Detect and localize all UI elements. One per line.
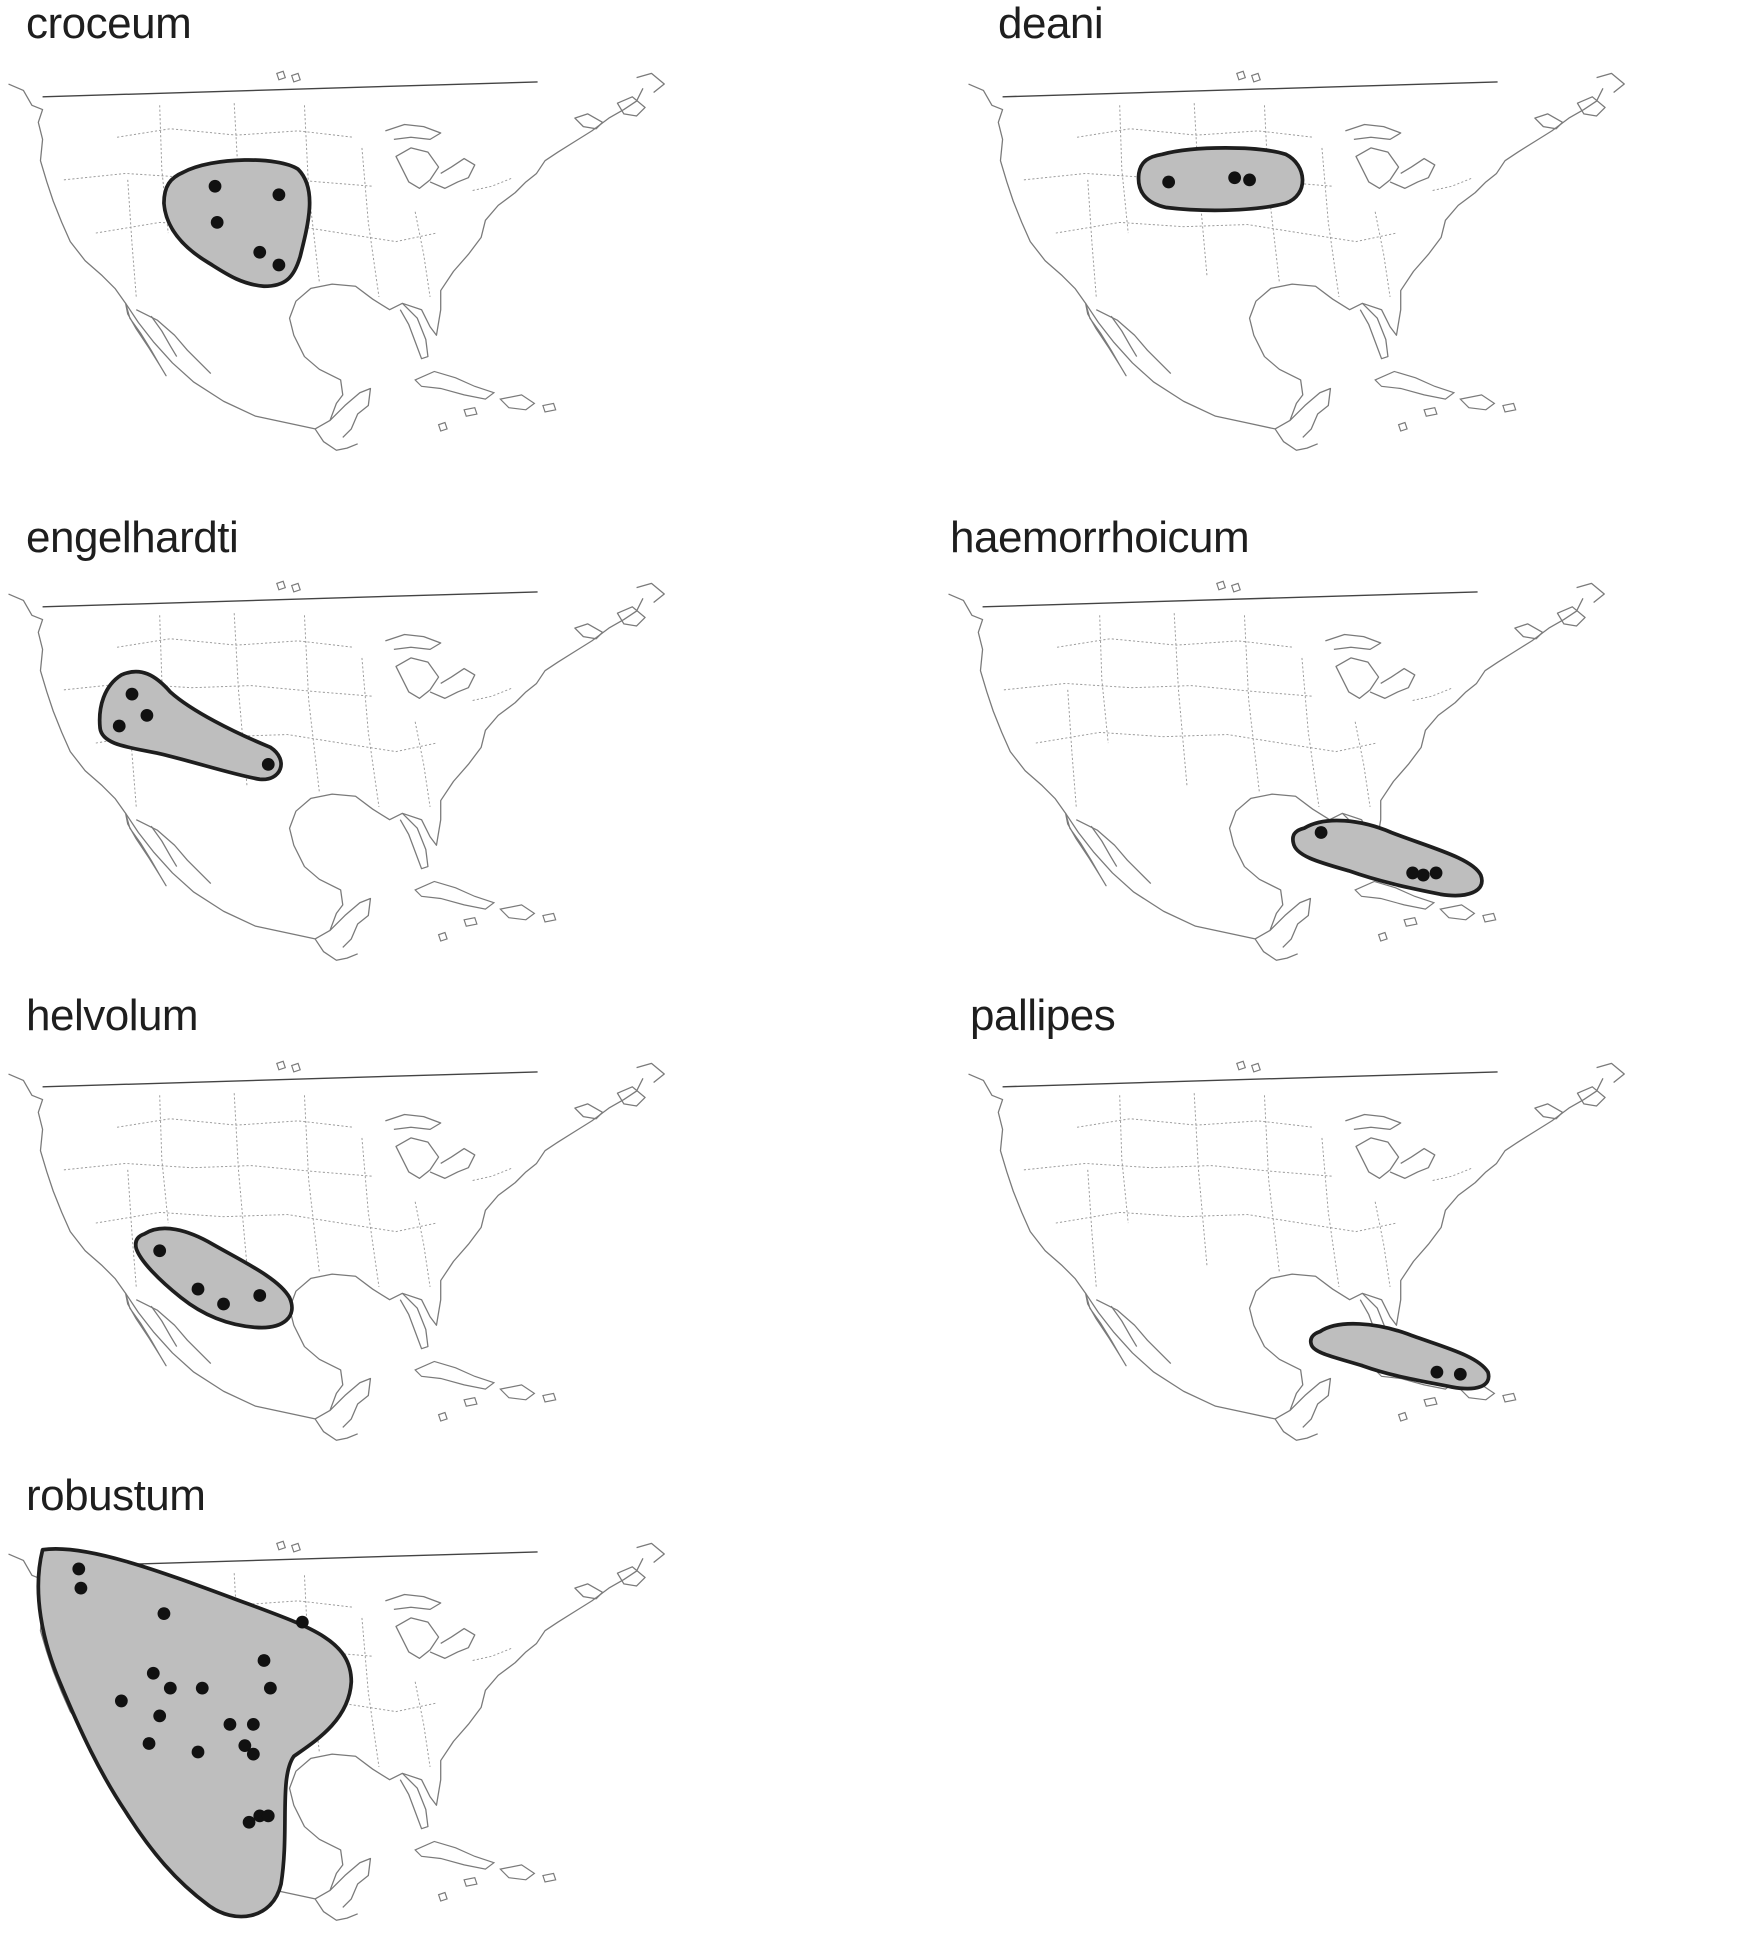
occurrence-point (157, 1607, 171, 1621)
occurrence-point (142, 1737, 156, 1750)
occurrence-point (125, 687, 139, 701)
occurrence-point (272, 188, 286, 202)
occurrence-point (1430, 1365, 1444, 1379)
panel-title-haemorrhoicum: haemorrhoicum (950, 513, 1250, 562)
occurrence-point (1228, 171, 1242, 185)
occurrence-point (261, 1809, 275, 1823)
occurrence-point (242, 1815, 256, 1829)
map-panel-engelhardti: engelhardti (0, 510, 700, 990)
occurrence-point (264, 1681, 277, 1695)
occurrence-point (1453, 1367, 1467, 1381)
occurrence-point (163, 1681, 177, 1695)
occurrence-point (208, 179, 222, 193)
occurrence-point (140, 709, 154, 722)
occurrence-point (191, 1745, 205, 1759)
occurrence-point (217, 1297, 230, 1311)
basemap (7, 1060, 665, 1441)
map-panel-helvolum: helvolum (0, 990, 700, 1470)
occurrence-point (1406, 866, 1420, 880)
occurrence-point (1416, 868, 1430, 882)
map-panel-robustum: robustum (0, 1470, 700, 1946)
range-polygon (162, 158, 312, 289)
range-polygon (97, 669, 283, 782)
occurrence-point (295, 1615, 309, 1629)
map-panel-pallipes: pallipes (960, 990, 1660, 1470)
map-robustum (7, 1540, 665, 1921)
range-polygon (133, 1226, 294, 1330)
occurrence-point (246, 1747, 260, 1761)
occurrence-point (195, 1681, 209, 1695)
panel-title-croceum: croceum (26, 0, 192, 48)
occurrence-point (238, 1739, 252, 1753)
basemap (7, 70, 665, 451)
panel-title-engelhardti: engelhardti (26, 513, 239, 562)
occurrence-point (1314, 826, 1328, 839)
occurrence-point (114, 1694, 128, 1708)
occurrence-point (261, 757, 275, 771)
occurrence-point (153, 1244, 167, 1258)
map-engelhardti (7, 580, 665, 961)
occurrence-point (72, 1562, 86, 1576)
range-polygon (1308, 1321, 1491, 1391)
map-panel-deani: deani (960, 0, 1660, 480)
range-polygon (1136, 146, 1305, 213)
occurrence-point (253, 245, 267, 259)
occurrence-point (1429, 866, 1443, 880)
basemap (967, 70, 1625, 451)
occurrence-point (223, 1717, 237, 1731)
occurrence-point (272, 258, 286, 272)
map-haemorrhoicum (947, 580, 1605, 961)
occurrence-point (210, 216, 224, 229)
occurrence-point (74, 1581, 88, 1595)
occurrence-point (191, 1282, 205, 1296)
basemap (7, 580, 665, 961)
map-panel-haemorrhoicum: haemorrhoicum (940, 510, 1700, 990)
basemap (967, 1060, 1625, 1441)
map-pallipes (967, 1060, 1625, 1441)
occurrence-point (253, 1289, 267, 1302)
map-helvolum (7, 1060, 665, 1441)
panel-title-deani: deani (998, 0, 1104, 48)
occurrence-point (146, 1666, 160, 1680)
occurrence-point (112, 719, 126, 733)
occurrence-point (246, 1717, 260, 1731)
map-deani (967, 70, 1625, 451)
occurrence-point (257, 1654, 271, 1667)
basemap (947, 580, 1605, 961)
occurrence-point (1243, 173, 1256, 187)
occurrence-point (1162, 175, 1176, 189)
map-panel-croceum: croceum (0, 0, 700, 480)
occurrence-point (153, 1709, 167, 1723)
map-croceum (7, 70, 665, 451)
panel-title-pallipes: pallipes (970, 991, 1116, 1040)
panel-title-helvolum: helvolum (26, 991, 199, 1040)
range-polygon (36, 1547, 354, 1919)
panel-title-robustum: robustum (26, 1471, 206, 1520)
